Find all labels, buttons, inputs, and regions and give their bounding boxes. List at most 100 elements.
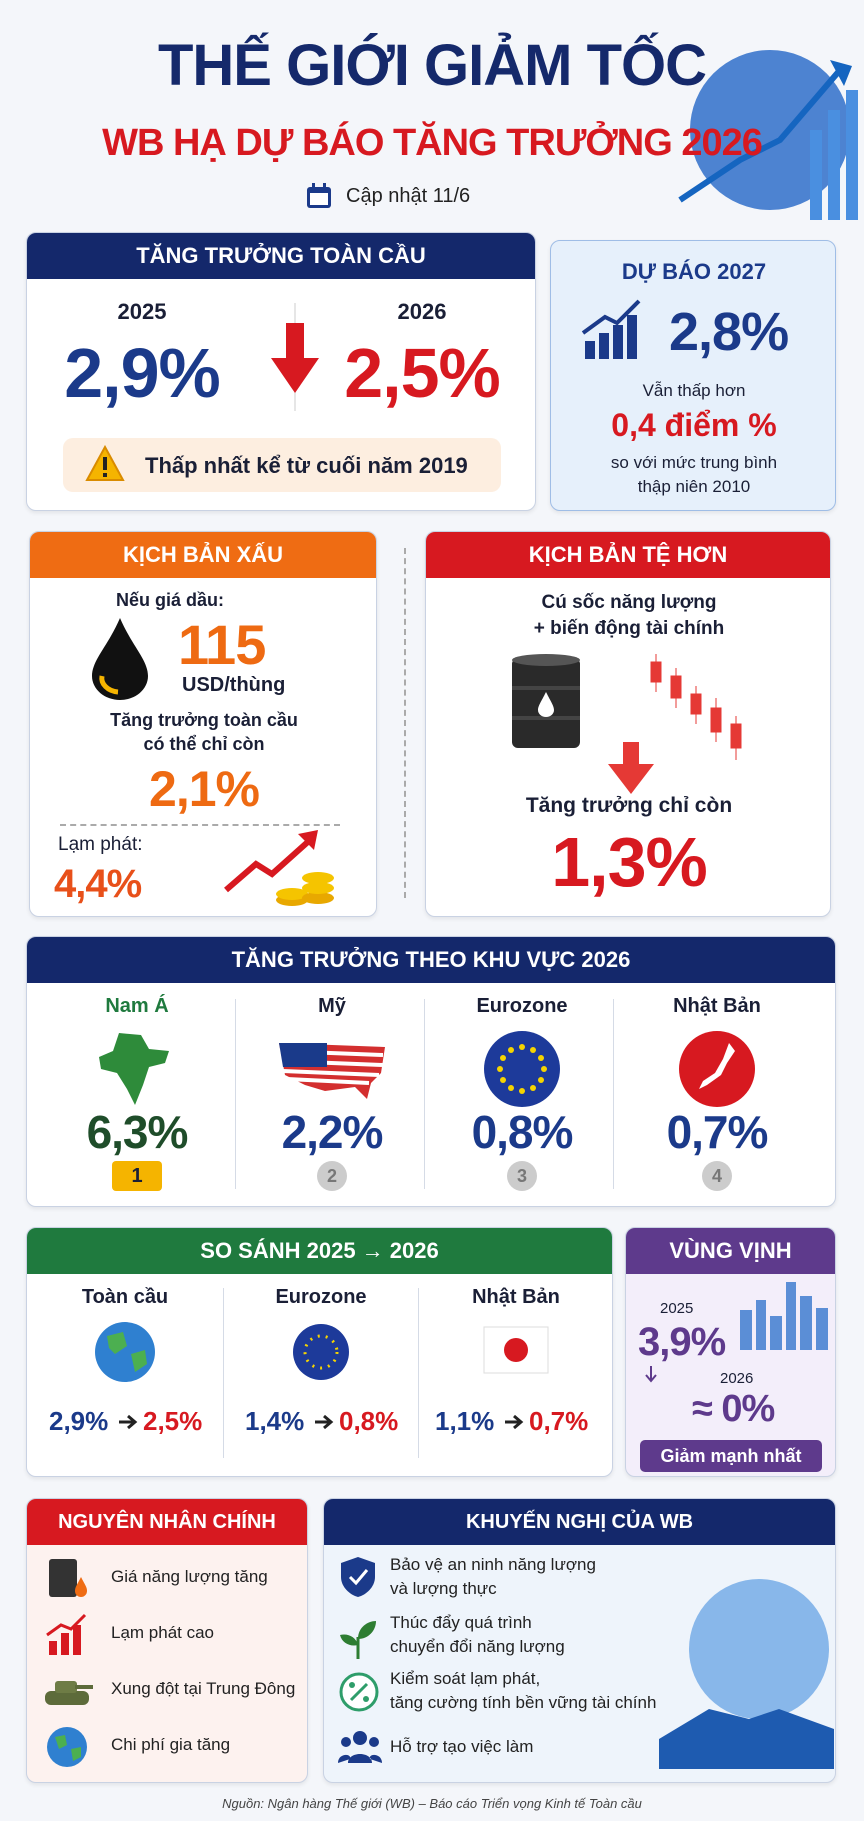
worse-scenario-box: KỊCH BẢN TỆ HƠN Cú sốc năng lượng + biến… xyxy=(425,531,831,917)
candlestick-icon xyxy=(650,654,742,760)
recommendation: Kiểm soát lạm phát, xyxy=(390,1669,541,1688)
cause: Lạm phát cao xyxy=(111,1623,215,1642)
section-title: TĂNG TRƯỞNG TOÀN CẦU xyxy=(27,233,535,279)
japan-map-icon xyxy=(679,1031,755,1107)
region-value: 0,8% xyxy=(471,1106,574,1158)
value: 2,9% xyxy=(64,334,221,412)
divider xyxy=(235,999,236,1189)
comparison-name: Eurozone xyxy=(275,1286,367,1308)
to-value: 2,5% xyxy=(143,1406,203,1436)
section-title: KỊCH BẢN TỆ HƠN xyxy=(426,532,830,578)
badge: Giảm mạnh nhất xyxy=(640,1440,822,1472)
value: ≈ 0% xyxy=(692,1388,775,1430)
divider xyxy=(418,1288,419,1458)
label: Tăng trưởng chỉ còn xyxy=(525,794,733,817)
comparison-box: SO SÁNH 2025 → 2026 Toàn cầu Eurozone Nh… xyxy=(26,1227,613,1477)
cause: Xung đột tại Trung Đông xyxy=(111,1679,296,1698)
region-name: Eurozone xyxy=(476,995,568,1017)
value: 2,5% xyxy=(344,334,501,412)
update-date: Cập nhật 11/6 xyxy=(346,185,471,207)
section-title: VÙNG VỊNH xyxy=(626,1228,835,1274)
section-title: NGUYÊN NHÂN CHÍNH xyxy=(27,1499,307,1545)
recommendation: tăng cường tính bền vững tài chính xyxy=(390,1693,657,1712)
divider xyxy=(223,1288,224,1458)
region-value: 2,2% xyxy=(281,1106,384,1158)
skyline-icon xyxy=(740,1282,828,1350)
globe-handshake-graphic xyxy=(659,1579,834,1769)
region-value: 6,3% xyxy=(86,1106,189,1158)
text: so với mức trung bình xyxy=(610,453,778,472)
highlight: 0,4 điểm % xyxy=(611,407,777,443)
causes-box: NGUYÊN NHÂN CHÍNH Giá năng lượng tăng Lạ… xyxy=(26,1498,308,1783)
region-name: Nhật Bản xyxy=(673,995,761,1017)
oil-price: 115 xyxy=(178,613,266,676)
down-arrow xyxy=(271,303,319,411)
section-title: DỰ BÁO 2027 xyxy=(621,259,767,284)
globe-icon xyxy=(95,1322,155,1382)
plant-icon xyxy=(340,1621,376,1659)
label: Nếu giá dầu: xyxy=(115,590,224,610)
recommendation: Hỗ trợ tạo việc làm xyxy=(390,1737,534,1756)
unit: USD/thùng xyxy=(182,674,286,696)
recommendation: Thúc đẩy quá trình xyxy=(390,1613,532,1632)
rank-badge: 3 xyxy=(507,1161,537,1191)
comparison-name: Toàn cầu xyxy=(81,1286,169,1308)
note-pill xyxy=(63,438,501,492)
subtitle: WB HẠ DỰ BÁO TĂNG TRƯỞNG 2026 xyxy=(102,122,763,164)
comparison-name: Nhật Bản xyxy=(472,1286,560,1308)
value: 1,3% xyxy=(551,823,708,901)
section-title: KỊCH BẢN XẤU xyxy=(30,532,376,578)
recommendation: và lượng thực xyxy=(390,1579,497,1598)
value: 4,4% xyxy=(54,862,142,906)
from-value: 1,1% xyxy=(435,1406,495,1436)
india-map-icon xyxy=(99,1033,169,1105)
source: Nguồn: Ngân hàng Thế giới (WB) – Báo cáo… xyxy=(222,1796,642,1811)
eu-flag-icon xyxy=(293,1324,349,1380)
year-label: 2025 xyxy=(660,1300,694,1317)
recommendations-box: KHUYẾN NGHỊ CỦA WB Bảo vệ an ninh năng l… xyxy=(323,1498,836,1783)
recommendation: Bảo vệ an ninh năng lượng xyxy=(390,1555,596,1574)
rank-badge: 2 xyxy=(317,1161,347,1191)
divider xyxy=(404,548,406,898)
region-name: Nam Á xyxy=(105,995,169,1017)
rank-badge: 4 xyxy=(702,1161,732,1191)
year-label: 2026 xyxy=(397,299,447,324)
japan-flag-icon xyxy=(483,1326,549,1374)
region-value: 0,7% xyxy=(666,1106,769,1158)
divider xyxy=(60,824,340,826)
from-value: 1,4% xyxy=(245,1406,305,1436)
gulf-box: VÙNG VỊNH 2025 3,9% 2026 ≈ 0% Giảm mạnh … xyxy=(625,1227,836,1477)
oil-drop-icon xyxy=(92,618,148,700)
region-name: Mỹ xyxy=(318,995,346,1017)
bad-scenario-box: KỊCH BẢN XẤU Nếu giá dầu: 115 USD/thùng … xyxy=(29,531,377,917)
globe-graphic xyxy=(678,50,858,220)
oil-barrel-icon xyxy=(512,654,580,748)
from-value: 2,9% xyxy=(49,1406,109,1436)
label: Lạm phát: xyxy=(58,834,143,855)
value: 2,1% xyxy=(149,761,260,817)
arrow xyxy=(315,1414,334,1430)
divider xyxy=(424,999,425,1189)
divider xyxy=(613,999,614,1189)
shield-icon xyxy=(341,1557,375,1597)
value: 2,8% xyxy=(669,302,789,362)
cause: Giá năng lượng tăng xyxy=(111,1567,268,1586)
arrow xyxy=(119,1414,138,1430)
down-arrow xyxy=(608,742,654,794)
calendar-icon xyxy=(307,183,331,208)
label: Cú sốc năng lượng xyxy=(541,592,717,613)
arrow xyxy=(505,1414,524,1430)
main-title: THẾ GIỚI GIẢM TỐC xyxy=(157,33,707,98)
text: Vẫn thấp hơn xyxy=(642,381,746,400)
recommendation: chuyển đổi năng lượng xyxy=(390,1637,565,1656)
to-value: 0,8% xyxy=(339,1406,399,1436)
chart-icon xyxy=(46,1613,87,1655)
section-title: SO SÁNH 2025 → 2026 xyxy=(27,1228,612,1274)
percent-icon xyxy=(339,1672,379,1712)
globe-icon xyxy=(47,1727,87,1767)
global-box: TĂNG TRƯỞNG TOÀN CẦU 2025 2,9% 2026 2,5%… xyxy=(26,232,536,511)
tank-icon xyxy=(45,1681,93,1705)
warning-icon xyxy=(85,445,125,481)
text: thập niên 2010 xyxy=(637,477,751,496)
